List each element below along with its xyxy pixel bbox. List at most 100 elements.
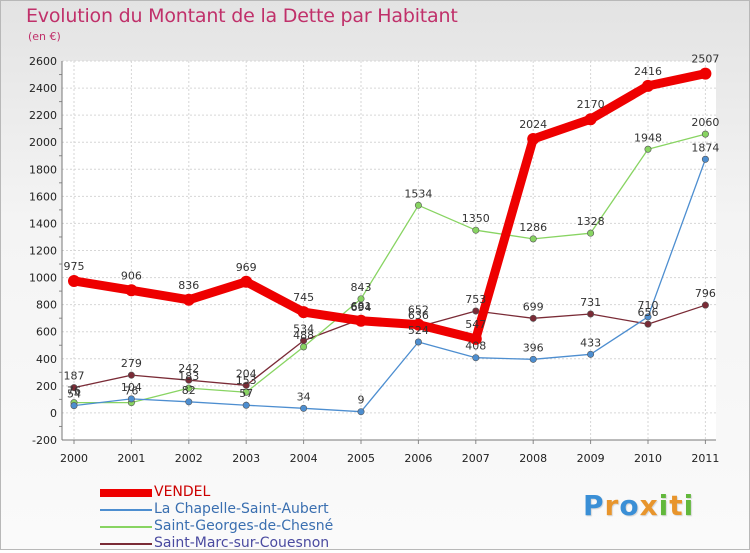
y-tick-label: 600	[36, 326, 57, 339]
data-label: 76	[124, 385, 138, 398]
data-label: 2507	[691, 53, 719, 66]
data-point-1	[529, 355, 537, 363]
data-label: 82	[182, 384, 196, 397]
data-label: 710	[638, 299, 659, 312]
data-point-1	[185, 398, 193, 406]
data-label: 906	[121, 269, 142, 282]
data-point-3	[70, 384, 78, 392]
data-point-2	[300, 343, 308, 351]
data-point-1	[472, 354, 480, 362]
data-point-1	[414, 338, 422, 346]
logo-letter: o	[619, 489, 640, 522]
data-label: 187	[64, 370, 85, 383]
data-point-1	[701, 155, 709, 163]
y-tick-label: 2200	[29, 109, 57, 122]
data-label: 534	[293, 323, 314, 336]
legend-label: La Chapelle-Saint-Aubert	[154, 501, 329, 517]
data-label: 796	[695, 287, 716, 300]
x-tick-label: 2001	[117, 452, 145, 465]
data-point-3	[472, 307, 480, 315]
x-tick-label: 2008	[519, 452, 547, 465]
data-label: 9	[358, 394, 365, 407]
data-point-2	[644, 145, 652, 153]
data-point-3	[127, 371, 135, 379]
series-lines	[68, 67, 712, 416]
data-label: 1534	[404, 187, 432, 200]
data-point-0	[527, 132, 540, 145]
axes: -200 0 200 400 600 800 1000 1200 1400 1600 1800 200…	[29, 55, 719, 465]
logo-letter: i	[683, 489, 695, 522]
series-line-2	[73, 133, 707, 404]
x-tick-label: 2004	[290, 452, 318, 465]
data-label: 1286	[519, 221, 547, 234]
data-point-3	[587, 310, 595, 318]
x-tick-label: 2010	[634, 452, 662, 465]
data-label: 681	[351, 300, 372, 313]
x-tick-label: 2000	[60, 452, 88, 465]
legend-swatch	[100, 542, 152, 545]
data-label: 54	[67, 388, 81, 401]
logo-letter: t	[669, 489, 684, 522]
legend-swatch	[100, 508, 152, 511]
data-label: 2024	[519, 118, 547, 131]
data-label: 731	[580, 296, 601, 309]
y-tick-label: 800	[36, 299, 57, 312]
data-point-2	[587, 229, 595, 237]
y-tick-label: 2000	[29, 136, 57, 149]
data-point-2	[414, 201, 422, 209]
data-point-2	[529, 235, 537, 243]
data-point-1	[70, 402, 78, 410]
data-label: 104	[121, 381, 142, 394]
data-label: 2170	[577, 98, 605, 111]
legend-item: La Chapelle-Saint-Aubert	[100, 501, 333, 518]
data-label: 636	[408, 309, 429, 322]
data-point-2	[185, 384, 193, 392]
y-tick-label: 1400	[29, 217, 57, 230]
data-label: 34	[297, 390, 311, 403]
data-point-1	[644, 313, 652, 321]
data-point-1	[587, 350, 595, 358]
proxiti-logo: Proxiti	[583, 489, 694, 522]
data-label: 204	[236, 367, 257, 380]
legend-swatch	[100, 488, 152, 497]
legend-item: Saint-Marc-sur-Couesnon	[100, 535, 333, 552]
data-label: 183	[178, 370, 199, 383]
data-label: 524	[408, 324, 429, 337]
y-tick-label: 1000	[29, 272, 57, 285]
x-tick-label: 2002	[175, 452, 203, 465]
data-point-3	[242, 381, 250, 389]
data-point-1	[300, 404, 308, 412]
data-point-0	[240, 275, 253, 288]
data-label: 975	[64, 260, 85, 273]
legend-label: Saint-Georges-de-Chesné	[154, 518, 334, 534]
data-point-0	[642, 79, 654, 92]
data-labels: 187 279 242 204 534 694 636 753 699 731 656 796 76 76…	[64, 53, 720, 407]
data-label: 153	[236, 374, 257, 387]
x-tick-label: 2009	[577, 452, 605, 465]
data-label: 2416	[634, 65, 662, 78]
y-tick-label: 2600	[29, 55, 57, 68]
plot-background	[62, 61, 716, 440]
series-line-0	[69, 69, 710, 344]
data-point-0	[355, 314, 367, 327]
data-label: 76	[67, 385, 81, 398]
data-label: 753	[465, 293, 486, 306]
y-tick-label: -200	[32, 434, 57, 447]
data-label: 408	[465, 340, 486, 353]
logo-letter: P	[583, 489, 605, 522]
x-tick-label: 2003	[232, 452, 260, 465]
chart-title: Evolution du Montant de la Dette par Hab…	[26, 5, 458, 27]
data-point-0	[469, 332, 482, 345]
data-label: 488	[293, 329, 314, 342]
logo-letter: r	[604, 489, 620, 522]
logo-letter: i	[658, 489, 670, 522]
data-label: 1328	[577, 215, 605, 228]
data-point-1	[242, 401, 250, 409]
x-tick-label: 2011	[691, 452, 719, 465]
data-point-1	[127, 395, 135, 403]
x-tick-label: 2006	[404, 452, 432, 465]
data-point-2	[472, 226, 480, 234]
legend-label: VENDEL	[154, 484, 211, 500]
data-label: 279	[121, 357, 142, 370]
